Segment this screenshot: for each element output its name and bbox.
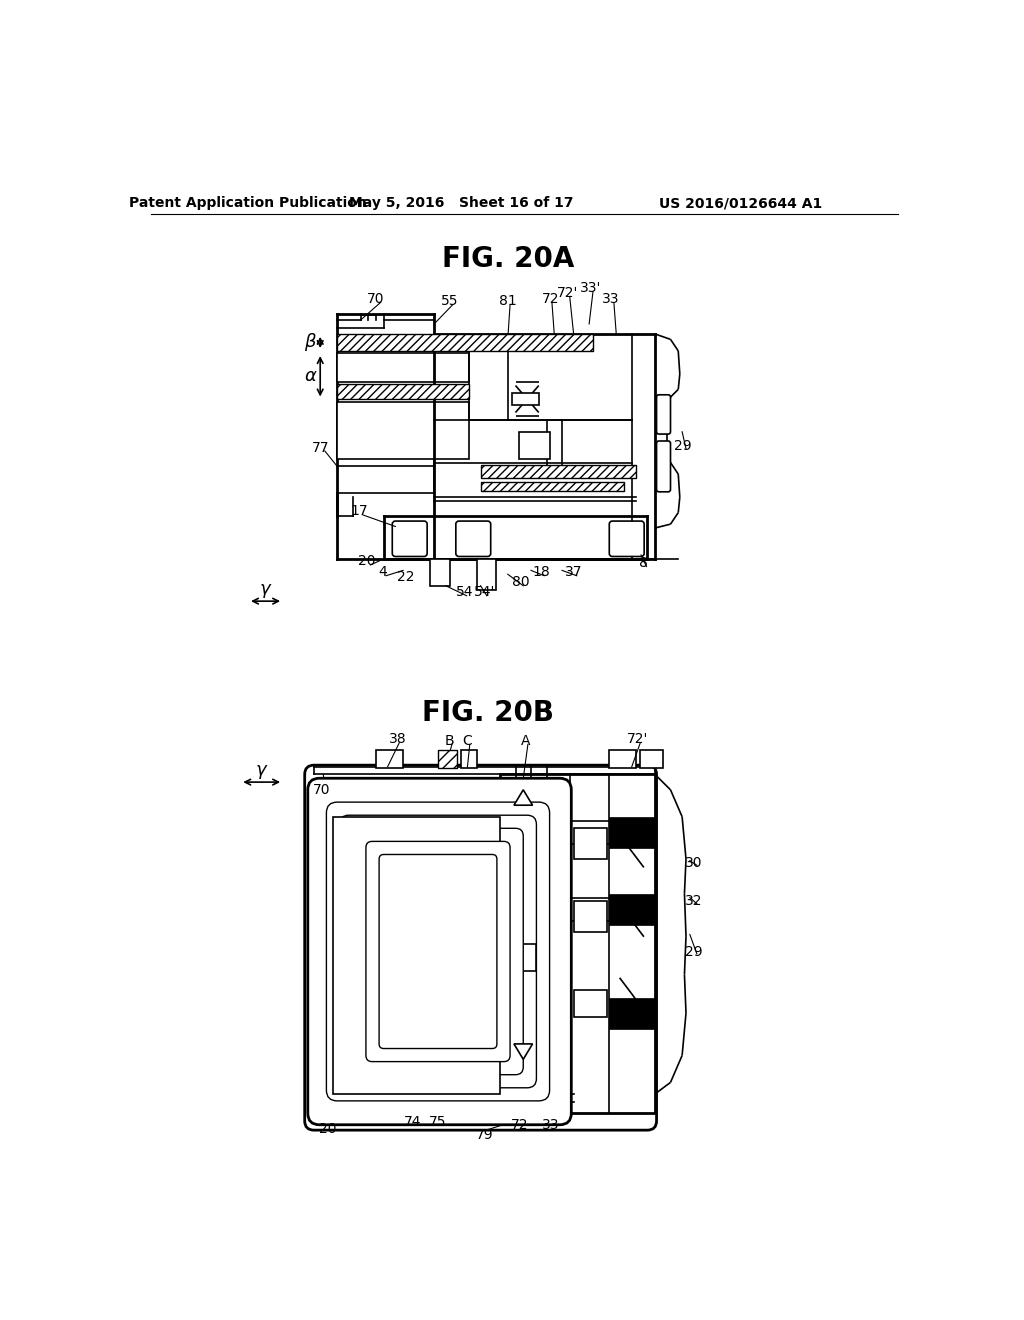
- Bar: [480, 482, 624, 491]
- Text: $\alpha$: $\alpha$: [304, 367, 317, 385]
- Bar: [573, 829, 607, 859]
- Bar: [608, 750, 636, 768]
- Bar: [376, 750, 403, 768]
- Bar: [573, 990, 607, 1016]
- Bar: [337, 334, 593, 351]
- Text: 72': 72': [557, 286, 579, 300]
- Bar: [608, 894, 655, 924]
- Text: 72: 72: [511, 1118, 528, 1131]
- Text: 33': 33': [580, 281, 601, 294]
- FancyBboxPatch shape: [456, 521, 490, 557]
- Text: US 2016/0126644 A1: US 2016/0126644 A1: [658, 197, 822, 210]
- Text: 33: 33: [542, 1118, 559, 1131]
- Text: 37: 37: [565, 565, 583, 579]
- Bar: [430, 558, 450, 586]
- Text: 72': 72': [628, 733, 648, 746]
- Text: 29: 29: [685, 945, 702, 958]
- Text: B: B: [444, 734, 455, 747]
- Polygon shape: [514, 1044, 532, 1059]
- Text: $\gamma$: $\gamma$: [259, 582, 272, 601]
- Text: $\gamma$: $\gamma$: [255, 763, 268, 781]
- Text: 70: 70: [313, 783, 331, 797]
- Bar: [608, 817, 655, 847]
- Text: A: A: [521, 734, 530, 747]
- Text: May 5, 2016   Sheet 16 of 17: May 5, 2016 Sheet 16 of 17: [349, 197, 573, 210]
- FancyBboxPatch shape: [308, 779, 571, 1125]
- Bar: [608, 998, 655, 1028]
- Bar: [480, 465, 636, 478]
- Bar: [640, 750, 663, 768]
- FancyBboxPatch shape: [305, 766, 656, 1130]
- Bar: [337, 401, 469, 459]
- FancyBboxPatch shape: [340, 816, 537, 1088]
- Bar: [337, 384, 469, 400]
- Text: 32: 32: [685, 895, 702, 908]
- Text: 70: 70: [368, 292, 385, 305]
- Bar: [512, 393, 539, 405]
- Text: $\beta$: $\beta$: [304, 331, 317, 354]
- Text: 18: 18: [532, 565, 550, 579]
- Bar: [477, 558, 496, 590]
- Text: 77: 77: [311, 441, 329, 455]
- Text: 33: 33: [602, 292, 620, 306]
- Text: FIG. 20A: FIG. 20A: [441, 244, 573, 272]
- Text: FIG. 20B: FIG. 20B: [422, 698, 554, 727]
- Text: 74: 74: [403, 1115, 421, 1130]
- Text: 75: 75: [429, 1115, 446, 1130]
- Bar: [480, 482, 624, 491]
- Bar: [334, 817, 500, 1094]
- Bar: [461, 750, 477, 768]
- Bar: [337, 334, 593, 351]
- Text: 20: 20: [319, 1122, 337, 1135]
- FancyBboxPatch shape: [379, 854, 497, 1048]
- Text: 22: 22: [396, 569, 414, 583]
- Text: 17: 17: [350, 504, 368, 517]
- Text: 8: 8: [639, 556, 648, 570]
- Text: 55: 55: [441, 294, 459, 308]
- Polygon shape: [514, 789, 532, 805]
- Bar: [337, 384, 469, 400]
- Bar: [500, 775, 655, 1113]
- Bar: [573, 902, 607, 932]
- FancyBboxPatch shape: [392, 521, 427, 557]
- FancyBboxPatch shape: [327, 803, 550, 1101]
- Text: 4: 4: [378, 565, 387, 579]
- Text: 79: 79: [476, 1127, 494, 1142]
- Bar: [519, 432, 550, 459]
- Text: 54: 54: [457, 585, 474, 599]
- Text: C: C: [463, 734, 472, 747]
- Text: 38: 38: [389, 733, 407, 746]
- Text: 54': 54': [474, 585, 496, 599]
- FancyBboxPatch shape: [656, 441, 671, 492]
- Bar: [337, 354, 469, 381]
- FancyBboxPatch shape: [366, 841, 510, 1061]
- Text: 20: 20: [358, 554, 376, 568]
- Text: 72: 72: [542, 292, 559, 305]
- FancyBboxPatch shape: [352, 829, 523, 1074]
- Text: 29: 29: [674, 438, 692, 453]
- Bar: [438, 750, 458, 768]
- Bar: [510, 944, 537, 970]
- FancyBboxPatch shape: [609, 521, 644, 557]
- Text: 80: 80: [512, 576, 529, 589]
- Text: Patent Application Publication: Patent Application Publication: [129, 197, 367, 210]
- Bar: [438, 750, 458, 768]
- Text: 30: 30: [685, 855, 702, 870]
- Text: 81: 81: [499, 294, 517, 308]
- FancyBboxPatch shape: [656, 395, 671, 434]
- Bar: [480, 465, 636, 478]
